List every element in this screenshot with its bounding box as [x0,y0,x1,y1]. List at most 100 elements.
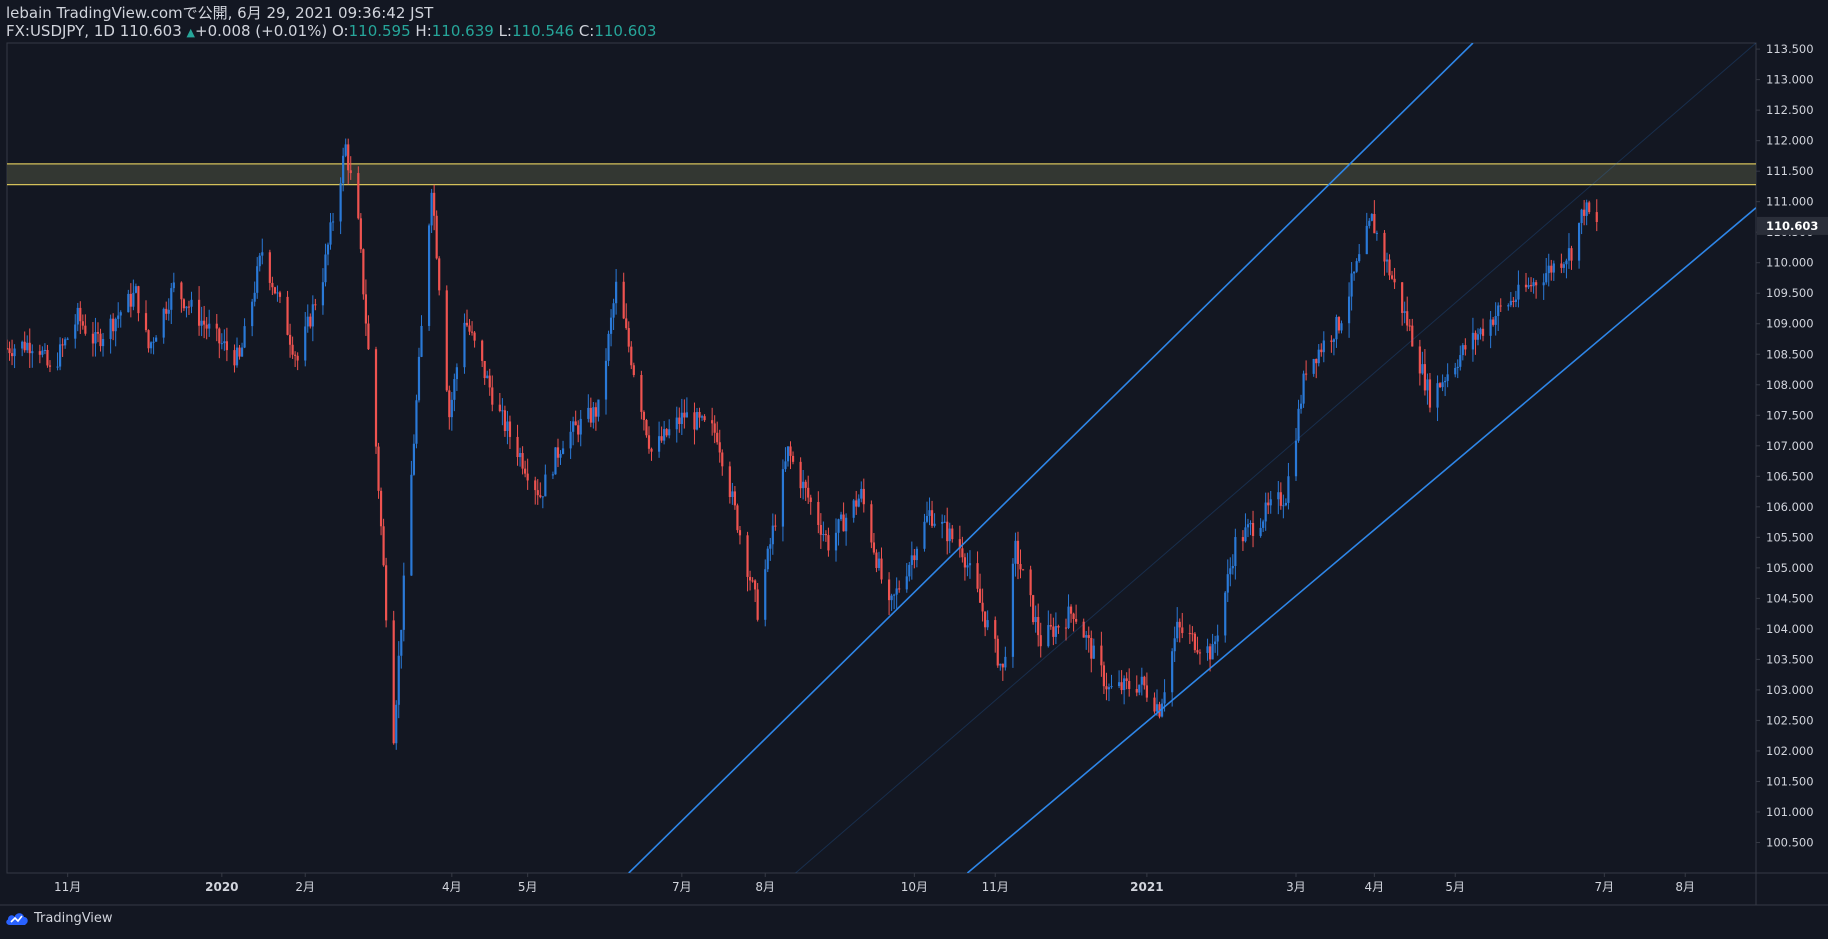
candle-body [1262,521,1265,528]
time-tick-label: 2021 [1130,880,1163,894]
candle-body [984,611,987,628]
candle-body [1529,285,1533,287]
candle-body [501,410,504,412]
candle-body [359,218,362,250]
candle-body [1509,300,1512,306]
candle-body [1277,492,1280,500]
time-tick-label: 7月 [672,880,692,894]
candle-body [1542,282,1545,286]
candle-body [1560,263,1563,268]
candle-body [1444,380,1447,383]
price-tick-label: 113.000 [1766,73,1814,87]
candle-body [1330,340,1333,342]
candle-body [1269,499,1272,506]
candle-body [392,620,395,744]
candle-body [592,407,595,423]
candle-body [1075,618,1078,622]
candle-body [321,282,325,306]
candle-body [1037,617,1040,636]
candle-body [908,564,911,577]
candle-body [647,435,651,449]
candle-body [559,453,562,458]
candle-body [746,535,749,577]
candle-body [1426,379,1429,391]
tradingview-logo[interactable]: TradingView [5,910,113,926]
candle-body [751,580,754,582]
candle-body [958,539,961,549]
candle-body [1105,686,1108,690]
ohlc-legend: FX:USDJPY, 1D 110.603 ▲+0.008 (+0.01%) O… [6,22,656,42]
candle-body [56,366,59,368]
candle-body [769,544,772,549]
candle-body [1259,527,1262,536]
candle-body [1332,339,1336,342]
candle-body [680,412,683,425]
candle-body [1524,284,1528,288]
candle-body [382,526,385,566]
candle-body [966,565,969,568]
candle-body [1069,606,1073,614]
candle-body [137,286,140,314]
time-axis[interactable]: 11月 2020 2月 4月 5月 7月 8月 10月 11月 2021 3月 4月 5月 7月 8月 [54,873,1695,894]
price-tick-label: 105.500 [1766,530,1814,544]
candle-body [1577,223,1581,261]
candle-body [941,521,944,524]
candle-body [518,453,522,458]
candle-body [155,337,158,342]
chart-header: lebain TradingView.comで公開, 6月 29, 2021 0… [6,4,656,42]
candle-body [205,324,208,329]
trend-channel[interactable] [628,43,1756,873]
candle-body [182,299,186,309]
candle-body [1474,332,1477,340]
candle-body [417,356,421,401]
candle-body [134,286,138,293]
candle-body [385,565,388,621]
candle-body [342,155,345,184]
candle-body [1011,563,1015,657]
candle-body [870,504,873,543]
candle-body [733,491,737,506]
candle-body [1181,627,1184,634]
resistance-zone[interactable] [7,163,1756,186]
candle-body [1163,692,1166,704]
candle-body [1004,656,1007,668]
high-value: 110.639 [431,22,494,40]
candle-body [1241,537,1245,542]
candle-body [905,576,908,590]
channel-lower-line[interactable] [966,207,1756,873]
candle-body [420,325,423,357]
candle-body [1019,563,1022,570]
candle-body [1153,697,1156,712]
candle-body [802,481,805,489]
candle-body [645,420,648,436]
candle-body [678,417,681,425]
candle-body [1456,366,1459,368]
candle-body [218,328,221,344]
candle-body [165,308,168,314]
candle-body [561,448,565,454]
channel-mid-line[interactable] [795,43,1756,873]
candle-body [1160,703,1164,717]
candle-body [718,442,721,453]
candle-body [1282,505,1285,507]
price-axis[interactable]: 113.500 113.000 112.500 112.000 111.500 111.0… [1756,42,1828,849]
candle-body [880,558,883,580]
candle-body [101,338,105,347]
candle-body [1294,440,1298,477]
time-tick-label: 5月 [1445,880,1465,894]
candle-body [1029,569,1032,596]
candle-body [1267,502,1270,506]
candle-body [1401,282,1404,313]
candle-body [544,474,547,497]
candle-body [1188,633,1191,635]
price-tick-label: 102.500 [1766,713,1814,727]
candle-body [268,252,271,283]
candle-body [976,563,979,589]
candle-body [698,411,701,418]
channel-upper-line[interactable] [628,43,1474,873]
candle-body [572,421,575,432]
candle-body [930,510,934,526]
candle-body [890,595,893,601]
candle-body [1545,273,1548,283]
